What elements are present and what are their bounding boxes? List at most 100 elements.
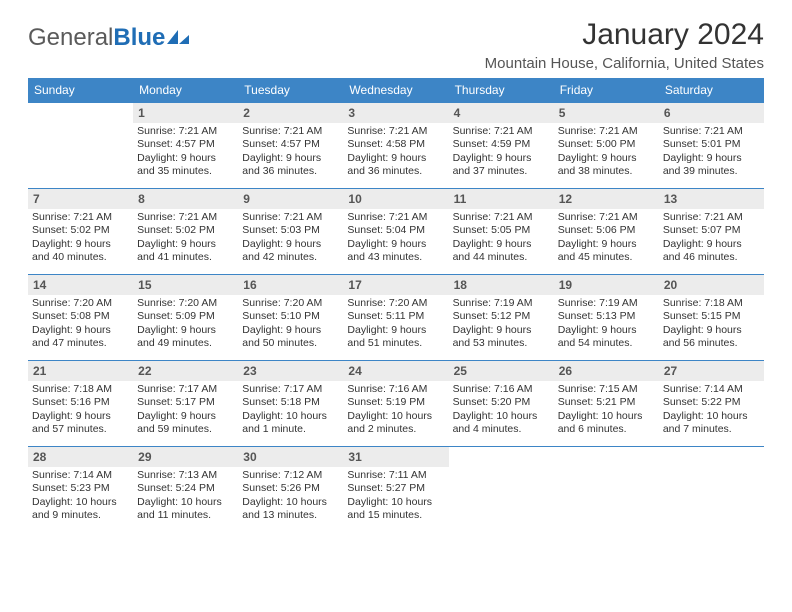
day-details: Sunrise: 7:21 AMSunset: 5:03 PMDaylight:… (238, 209, 343, 269)
calendar-cell: 9Sunrise: 7:21 AMSunset: 5:03 PMDaylight… (238, 189, 343, 275)
day-details: Sunrise: 7:15 AMSunset: 5:21 PMDaylight:… (554, 381, 659, 441)
daylight-text: Daylight: 9 hours (663, 152, 760, 165)
calendar-cell: 1Sunrise: 7:21 AMSunset: 4:57 PMDaylight… (133, 103, 238, 189)
day-details: Sunrise: 7:21 AMSunset: 5:02 PMDaylight:… (28, 209, 133, 269)
sunrise-text: Sunrise: 7:21 AM (32, 211, 129, 224)
location-text: Mountain House, California, United State… (485, 55, 764, 72)
sunrise-text: Sunrise: 7:21 AM (558, 211, 655, 224)
sunrise-text: Sunrise: 7:20 AM (242, 297, 339, 310)
date-number: 28 (28, 447, 133, 467)
day-details: Sunrise: 7:17 AMSunset: 5:17 PMDaylight:… (133, 381, 238, 441)
header-right: January 2024 Mountain House, California,… (485, 18, 764, 72)
daylight-text: and 57 minutes. (32, 423, 129, 436)
daylight-text: Daylight: 9 hours (32, 238, 129, 251)
day-details: Sunrise: 7:16 AMSunset: 5:19 PMDaylight:… (343, 381, 448, 441)
date-number: 29 (133, 447, 238, 467)
daylight-text: and 36 minutes. (242, 165, 339, 178)
calendar-week-row: 28Sunrise: 7:14 AMSunset: 5:23 PMDayligh… (28, 447, 764, 533)
sunset-text: Sunset: 5:15 PM (663, 310, 760, 323)
daylight-text: and 7 minutes. (663, 423, 760, 436)
calendar-cell: 24Sunrise: 7:16 AMSunset: 5:19 PMDayligh… (343, 361, 448, 447)
calendar-week-row: 7Sunrise: 7:21 AMSunset: 5:02 PMDaylight… (28, 189, 764, 275)
daylight-text: and 59 minutes. (137, 423, 234, 436)
day-details: Sunrise: 7:14 AMSunset: 5:22 PMDaylight:… (659, 381, 764, 441)
calendar-cell: 30Sunrise: 7:12 AMSunset: 5:26 PMDayligh… (238, 447, 343, 533)
sunset-text: Sunset: 5:04 PM (347, 224, 444, 237)
day-details: Sunrise: 7:20 AMSunset: 5:09 PMDaylight:… (133, 295, 238, 355)
day-details: Sunrise: 7:21 AMSunset: 4:59 PMDaylight:… (449, 123, 554, 183)
daylight-text: Daylight: 10 hours (663, 410, 760, 423)
sunset-text: Sunset: 5:10 PM (242, 310, 339, 323)
sunset-text: Sunset: 5:24 PM (137, 482, 234, 495)
date-number: 19 (554, 275, 659, 295)
calendar-cell: 29Sunrise: 7:13 AMSunset: 5:24 PMDayligh… (133, 447, 238, 533)
sunset-text: Sunset: 5:20 PM (453, 396, 550, 409)
daylight-text: Daylight: 9 hours (137, 152, 234, 165)
daylight-text: Daylight: 9 hours (558, 152, 655, 165)
sunrise-text: Sunrise: 7:21 AM (137, 211, 234, 224)
day-header: Tuesday (238, 78, 343, 103)
sunrise-text: Sunrise: 7:17 AM (137, 383, 234, 396)
daylight-text: Daylight: 9 hours (453, 152, 550, 165)
date-number: 21 (28, 361, 133, 381)
calendar-table: SundayMondayTuesdayWednesdayThursdayFrid… (28, 78, 764, 533)
month-title: January 2024 (485, 18, 764, 52)
calendar-cell: 4Sunrise: 7:21 AMSunset: 4:59 PMDaylight… (449, 103, 554, 189)
sunrise-text: Sunrise: 7:15 AM (558, 383, 655, 396)
date-number: 5 (554, 103, 659, 123)
calendar-cell: 5Sunrise: 7:21 AMSunset: 5:00 PMDaylight… (554, 103, 659, 189)
daylight-text: and 40 minutes. (32, 251, 129, 264)
date-number: 30 (238, 447, 343, 467)
sunrise-text: Sunrise: 7:20 AM (137, 297, 234, 310)
daylight-text: and 36 minutes. (347, 165, 444, 178)
calendar-cell: 8Sunrise: 7:21 AMSunset: 5:02 PMDaylight… (133, 189, 238, 275)
daylight-text: Daylight: 9 hours (347, 238, 444, 251)
date-number: 10 (343, 189, 448, 209)
date-number: 24 (343, 361, 448, 381)
day-details: Sunrise: 7:21 AMSunset: 5:05 PMDaylight:… (449, 209, 554, 269)
date-number: 6 (659, 103, 764, 123)
sunset-text: Sunset: 4:57 PM (137, 138, 234, 151)
day-details: Sunrise: 7:21 AMSunset: 5:04 PMDaylight:… (343, 209, 448, 269)
daylight-text: Daylight: 9 hours (32, 324, 129, 337)
daylight-text: Daylight: 10 hours (242, 410, 339, 423)
daylight-text: Daylight: 9 hours (242, 324, 339, 337)
logo-text-general: General (28, 24, 113, 52)
daylight-text: Daylight: 10 hours (347, 496, 444, 509)
day-header-row: SundayMondayTuesdayWednesdayThursdayFrid… (28, 78, 764, 103)
daylight-text: and 1 minute. (242, 423, 339, 436)
daylight-text: Daylight: 9 hours (137, 238, 234, 251)
sunrise-text: Sunrise: 7:21 AM (663, 211, 760, 224)
sunset-text: Sunset: 5:00 PM (558, 138, 655, 151)
date-number: 27 (659, 361, 764, 381)
sunrise-text: Sunrise: 7:21 AM (453, 125, 550, 138)
calendar-cell: 20Sunrise: 7:18 AMSunset: 5:15 PMDayligh… (659, 275, 764, 361)
calendar-cell: 27Sunrise: 7:14 AMSunset: 5:22 PMDayligh… (659, 361, 764, 447)
calendar-cell: 22Sunrise: 7:17 AMSunset: 5:17 PMDayligh… (133, 361, 238, 447)
sunset-text: Sunset: 5:06 PM (558, 224, 655, 237)
calendar-cell: 2Sunrise: 7:21 AMSunset: 4:57 PMDaylight… (238, 103, 343, 189)
sunset-text: Sunset: 5:02 PM (137, 224, 234, 237)
daylight-text: and 9 minutes. (32, 509, 129, 522)
daylight-text: and 13 minutes. (242, 509, 339, 522)
day-details: Sunrise: 7:21 AMSunset: 5:01 PMDaylight:… (659, 123, 764, 183)
sunset-text: Sunset: 5:23 PM (32, 482, 129, 495)
daylight-text: Daylight: 10 hours (347, 410, 444, 423)
daylight-text: Daylight: 9 hours (663, 324, 760, 337)
calendar-week-row: 21Sunrise: 7:18 AMSunset: 5:16 PMDayligh… (28, 361, 764, 447)
daylight-text: Daylight: 10 hours (558, 410, 655, 423)
date-number: 16 (238, 275, 343, 295)
calendar-cell (659, 447, 764, 533)
sunrise-text: Sunrise: 7:14 AM (32, 469, 129, 482)
calendar-cell: 17Sunrise: 7:20 AMSunset: 5:11 PMDayligh… (343, 275, 448, 361)
daylight-text: and 44 minutes. (453, 251, 550, 264)
daylight-text: and 39 minutes. (663, 165, 760, 178)
daylight-text: and 46 minutes. (663, 251, 760, 264)
day-details: Sunrise: 7:20 AMSunset: 5:10 PMDaylight:… (238, 295, 343, 355)
calendar-cell: 16Sunrise: 7:20 AMSunset: 5:10 PMDayligh… (238, 275, 343, 361)
date-number: 13 (659, 189, 764, 209)
day-details: Sunrise: 7:14 AMSunset: 5:23 PMDaylight:… (28, 467, 133, 527)
daylight-text: and 50 minutes. (242, 337, 339, 350)
sunset-text: Sunset: 5:01 PM (663, 138, 760, 151)
logo-sail-icon (167, 30, 189, 46)
